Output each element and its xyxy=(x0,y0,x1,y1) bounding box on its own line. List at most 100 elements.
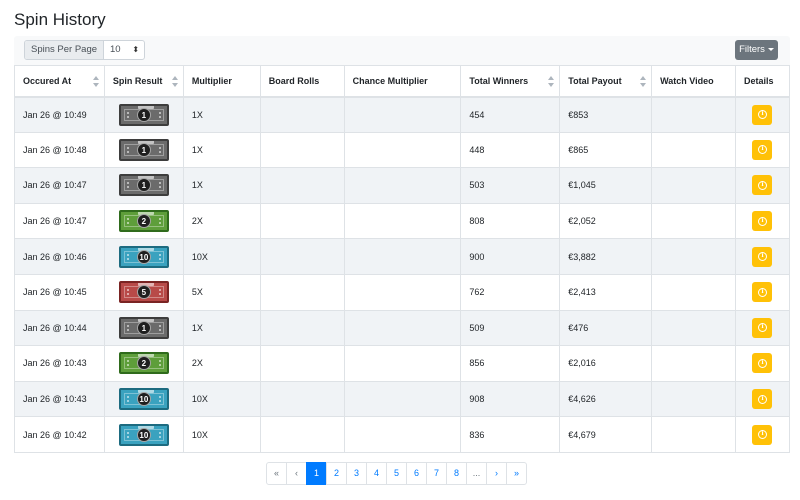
col-total-winners[interactable]: Total Winners xyxy=(460,65,561,98)
multiplier-cell: 10X xyxy=(182,416,261,453)
chance-multiplier-cell xyxy=(343,345,462,382)
spin-history-table: Occured At Spin Result Multiplier Board … xyxy=(14,65,791,453)
spin-result-cell: 1 xyxy=(103,309,184,347)
total-payout-cell: €2,413 xyxy=(559,273,653,311)
page-link[interactable]: » xyxy=(506,462,527,485)
board-rolls-cell xyxy=(259,238,345,275)
spin-result-bill-icon: 2 xyxy=(118,352,169,375)
spin-result-cell: 10 xyxy=(103,380,184,418)
sort-icon xyxy=(548,76,555,87)
total-payout-cell: €1,045 xyxy=(559,167,653,204)
col-spin-result[interactable]: Spin Result xyxy=(103,65,184,98)
chance-multiplier-cell xyxy=(343,238,462,275)
total-winners-cell: 448 xyxy=(460,131,561,169)
info-icon: i xyxy=(757,216,767,226)
chance-multiplier-cell xyxy=(343,167,462,204)
details-button[interactable]: i xyxy=(752,353,773,374)
spin-result-bill-icon: 1 xyxy=(118,316,169,339)
watch-video-cell xyxy=(651,96,736,133)
total-winners-cell: 762 xyxy=(460,273,561,311)
spin-result-cell: 1 xyxy=(103,96,184,133)
details-cell: i xyxy=(734,131,791,169)
details-button[interactable]: i xyxy=(752,104,773,125)
col-label: Watch Video xyxy=(660,75,714,86)
spin-result-value: 1 xyxy=(136,178,151,193)
col-occured-at[interactable]: Occured At xyxy=(14,65,105,98)
details-cell: i xyxy=(734,238,791,275)
board-rolls-cell xyxy=(259,202,345,240)
filters-label: Filters xyxy=(739,44,765,55)
spin-result-bill-icon: 1 xyxy=(118,138,169,161)
details-button[interactable]: i xyxy=(752,389,773,410)
chance-multiplier-cell xyxy=(343,380,462,418)
total-winners-cell: 503 xyxy=(460,167,561,204)
multiplier-cell: 1X xyxy=(182,309,261,347)
page-link: « xyxy=(266,462,287,485)
details-button[interactable]: i xyxy=(752,139,773,160)
chance-multiplier-cell xyxy=(343,309,462,347)
page-link[interactable]: 1 xyxy=(306,462,327,485)
watch-video-cell xyxy=(651,167,736,204)
page-link[interactable]: 8 xyxy=(446,462,467,485)
col-label: Details xyxy=(743,75,774,86)
total-payout-cell: €476 xyxy=(559,309,653,347)
col-total-payout[interactable]: Total Payout xyxy=(559,65,653,98)
total-payout-cell: €4,679 xyxy=(559,416,653,453)
spin-result-cell: 2 xyxy=(103,345,184,382)
details-button[interactable]: i xyxy=(752,282,773,303)
spin-result-bill-icon: 10 xyxy=(118,388,169,411)
multiplier-cell: 10X xyxy=(182,380,261,418)
details-button[interactable]: i xyxy=(752,211,773,232)
watch-video-cell xyxy=(651,238,736,275)
details-button[interactable]: i xyxy=(752,424,773,445)
details-button[interactable]: i xyxy=(752,317,773,338)
col-chance-multiplier: Chance Multiplier xyxy=(343,65,462,98)
table-row: Jan 26 @ 10:47 2 2X 808 €2,052 i xyxy=(14,202,791,240)
page-link[interactable]: 2 xyxy=(326,462,347,485)
spins-per-page-value: 10 xyxy=(110,44,121,55)
sort-icon xyxy=(640,76,647,87)
info-icon: i xyxy=(757,394,767,404)
spin-result-value: 1 xyxy=(136,320,151,335)
pagination: «‹ 1 2 3 4 5 6 7 8... ›» xyxy=(266,462,527,485)
total-winners-cell: 454 xyxy=(460,96,561,133)
page-link[interactable]: 3 xyxy=(346,462,367,485)
col-label: Spin Result xyxy=(112,75,163,86)
updown-caret-icon: ⬍ xyxy=(132,45,140,54)
spin-result-cell: 2 xyxy=(103,202,184,240)
chance-multiplier-cell xyxy=(343,96,462,133)
col-details: Details xyxy=(734,65,791,98)
details-cell: i xyxy=(734,309,791,347)
page-link: ‹ xyxy=(286,462,307,485)
total-payout-cell: €853 xyxy=(559,96,653,133)
page-link[interactable]: 5 xyxy=(386,462,407,485)
page-link[interactable]: 6 xyxy=(406,462,427,485)
total-payout-cell: €3,882 xyxy=(559,238,653,275)
spins-per-page-select[interactable]: 10 ⬍ xyxy=(104,41,144,59)
spin-result-value: 2 xyxy=(136,356,151,371)
spin-result-value: 2 xyxy=(136,214,151,229)
col-label: Chance Multiplier xyxy=(352,75,428,86)
col-label: Total Payout xyxy=(568,75,622,86)
spin-result-value: 5 xyxy=(136,285,151,300)
info-icon: i xyxy=(757,323,767,333)
table-row: Jan 26 @ 10:49 1 1X 454 €853 i xyxy=(14,96,791,133)
occured-at-cell: Jan 26 @ 10:45 xyxy=(14,273,105,311)
occured-at-cell: Jan 26 @ 10:46 xyxy=(14,238,105,275)
spin-result-bill-icon: 1 xyxy=(118,103,169,126)
details-button[interactable]: i xyxy=(752,246,773,267)
table-row: Jan 26 @ 10:47 1 1X 503 €1,045 i xyxy=(14,167,791,204)
page-link[interactable]: 7 xyxy=(426,462,447,485)
info-icon: i xyxy=(757,110,767,120)
details-button[interactable]: i xyxy=(752,175,773,196)
spin-result-cell: 10 xyxy=(103,416,184,453)
watch-video-cell xyxy=(651,345,736,382)
spin-result-cell: 10 xyxy=(103,238,184,275)
spin-result-bill-icon: 5 xyxy=(118,281,169,304)
filters-button[interactable]: Filters xyxy=(735,40,778,60)
occured-at-cell: Jan 26 @ 10:47 xyxy=(14,167,105,204)
details-cell: i xyxy=(734,273,791,311)
page-link[interactable]: 4 xyxy=(366,462,387,485)
page-link[interactable]: › xyxy=(486,462,507,485)
info-icon: i xyxy=(757,145,767,155)
